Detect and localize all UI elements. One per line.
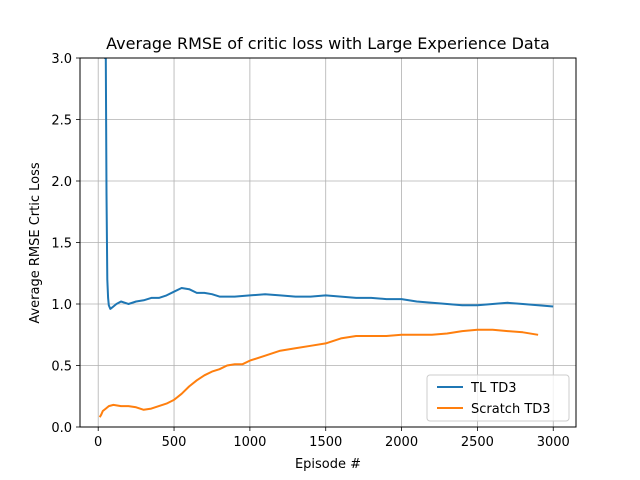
y-tick-label: 1.0 (51, 298, 72, 313)
x-tick-label: 500 (162, 435, 187, 450)
y-axis-label: Average RMSE Crtic Loss (28, 162, 43, 324)
x-tick-label: 2000 (385, 435, 418, 450)
y-tick-label: 0.0 (51, 421, 72, 436)
y-tick-label: 0.5 (51, 360, 72, 375)
y-tick-label: 2.0 (51, 175, 72, 190)
y-tick-label: 3.0 (51, 52, 72, 67)
series-line-1 (98, 328, 539, 418)
legend-label: TL TD3 (470, 381, 517, 396)
x-tick-label: 1000 (233, 435, 266, 450)
legend-label: Scratch TD3 (471, 402, 551, 417)
legend: TL TD3 Scratch TD3 (426, 374, 570, 422)
y-tick-label: 2.5 (51, 114, 72, 129)
x-tick-label: 3000 (537, 435, 570, 450)
ticks: 0 500 1000 1500 2000 2500 3000 0.0 0.5 1.0 1.5 2.0 2… (51, 52, 569, 450)
chart-title: Average RMSE of critic loss with Large E… (106, 34, 550, 53)
series-line-0 (104, 58, 554, 310)
y-tick-label: 1.5 (51, 237, 72, 252)
x-axis-label: Episode # (295, 457, 361, 472)
x-tick-label: 2500 (461, 435, 494, 450)
x-tick-label: 1500 (309, 435, 342, 450)
x-tick-label: 0 (94, 435, 102, 450)
series-layer (98, 58, 554, 418)
